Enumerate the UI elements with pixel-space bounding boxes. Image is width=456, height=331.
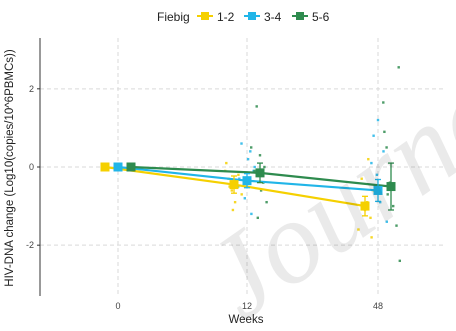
jitter-point xyxy=(240,193,243,196)
jitter-point xyxy=(258,154,262,157)
jitter-point xyxy=(263,165,266,169)
jitter-point xyxy=(383,130,386,134)
mean-marker xyxy=(229,180,239,190)
jitter-point xyxy=(357,228,360,231)
mean-marker xyxy=(373,185,383,195)
jitter-point xyxy=(246,157,250,161)
legend-key-marker xyxy=(201,12,209,20)
x-axis-title: Weeks xyxy=(229,314,264,326)
legend-key-marker xyxy=(296,12,304,20)
jitter-point xyxy=(231,208,235,212)
legend-key-marker xyxy=(248,12,256,20)
jitter-point xyxy=(379,200,382,204)
mean-marker xyxy=(255,168,265,178)
y-tick-label: 0 xyxy=(29,162,34,172)
jitter-point xyxy=(385,220,388,223)
x-tick-label: 48 xyxy=(373,301,383,311)
mean-marker xyxy=(360,201,370,211)
mean-marker xyxy=(100,162,110,172)
jitter-point xyxy=(255,105,258,108)
jitter-point xyxy=(369,216,372,220)
x-tick-label: 12 xyxy=(242,301,252,311)
jitter-point xyxy=(385,146,388,149)
legend: Fiebig 1-2 3-4 5-6 xyxy=(157,10,330,24)
jitter-point xyxy=(250,146,253,149)
jitter-point xyxy=(240,142,243,145)
jitter-point xyxy=(253,169,256,173)
y-tick-label: 2 xyxy=(29,84,34,94)
jitter-point xyxy=(395,224,398,227)
mean-marker xyxy=(126,162,136,172)
y-axis-title: HIV-DNA change (Log10(copies/10^6PBMCs)) xyxy=(4,49,16,287)
jitter-point xyxy=(370,236,373,239)
jitter-point xyxy=(398,259,401,263)
jitter-point xyxy=(386,193,389,196)
jitter-point xyxy=(382,150,385,153)
x-axis-ticks: 0 12 48 xyxy=(115,301,383,311)
y-axis-ticks: -2 0 2 xyxy=(26,84,40,250)
jitter-point xyxy=(370,161,373,165)
legend-title: Fiebig xyxy=(157,10,190,24)
mean-markers xyxy=(100,162,396,211)
jitter-point xyxy=(237,173,240,177)
jitter-point xyxy=(265,200,268,204)
jitter-point xyxy=(360,177,363,180)
jitter-point xyxy=(375,173,379,177)
jitter-point xyxy=(238,177,241,180)
jitter-point xyxy=(259,189,263,192)
legend-label: 1-2 xyxy=(217,10,235,24)
jitter-point xyxy=(225,161,228,165)
jitter-point xyxy=(230,189,233,192)
mean-marker xyxy=(113,162,123,172)
jitter-point xyxy=(249,150,252,153)
jitter-point xyxy=(372,134,375,137)
jitter-point xyxy=(256,216,259,220)
jitter-point xyxy=(376,118,380,122)
jitter-point xyxy=(243,197,246,200)
mean-marker xyxy=(386,182,396,192)
x-tick-label: 0 xyxy=(115,301,120,311)
legend-label: 3-4 xyxy=(264,10,282,24)
jitter-point xyxy=(367,157,370,161)
y-tick-label: -2 xyxy=(26,240,34,250)
mean-marker xyxy=(242,176,252,186)
legend-label: 5-6 xyxy=(312,10,330,24)
jitter-point xyxy=(397,66,400,69)
jitter-point xyxy=(233,200,237,204)
jitter-point xyxy=(250,212,253,216)
jitter-point xyxy=(253,165,256,169)
jitter-point xyxy=(382,101,385,104)
jitter-point xyxy=(392,204,395,208)
